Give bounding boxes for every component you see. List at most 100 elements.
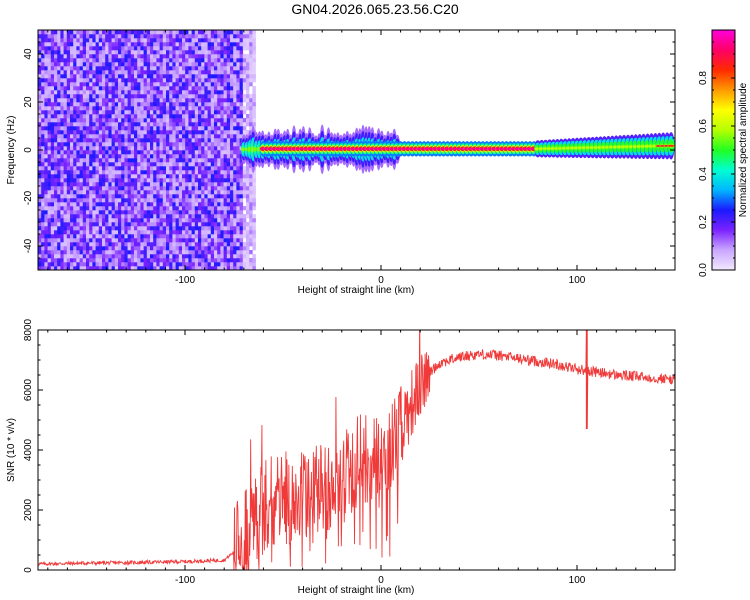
heatmap-cell — [50, 94, 55, 99]
heatmap-cell — [130, 122, 135, 127]
heatmap-cell — [175, 138, 180, 143]
heatmap-cell — [220, 114, 224, 119]
heatmap-cell — [223, 98, 228, 103]
heatmap-cell — [226, 230, 231, 235]
heatmap-cell — [118, 106, 122, 111]
heatmap-cell — [226, 218, 231, 223]
heatmap-cell — [194, 54, 199, 59]
heatmap-cell — [79, 214, 84, 219]
heatmap-cell — [194, 78, 199, 83]
heatmap-cell — [95, 118, 100, 123]
heatmap-cell — [169, 46, 173, 51]
heatmap-cell — [220, 262, 224, 267]
heatmap-cell — [140, 206, 144, 211]
heatmap-cell — [242, 118, 247, 123]
heatmap-cell — [236, 262, 240, 267]
heatmap-cell — [76, 30, 80, 35]
heatmap-cell — [89, 62, 93, 67]
heatmap-cell — [140, 110, 144, 115]
heatmap-cell — [54, 230, 58, 235]
heatmap-cell — [236, 246, 240, 251]
heatmap-cell — [230, 54, 234, 59]
heatmap-cell — [156, 126, 160, 131]
heatmap-cell — [50, 146, 55, 151]
heatmap-cell — [153, 142, 157, 147]
heatmap-cell — [249, 58, 253, 63]
heatmap-cell — [89, 98, 93, 103]
heatmap-cell — [102, 30, 106, 35]
heatmap-cell — [86, 254, 90, 259]
heatmap-cell — [175, 130, 180, 135]
heatmap-cell — [73, 106, 77, 111]
heatmap-cell — [66, 42, 71, 47]
heatmap-cell — [54, 222, 58, 227]
heatmap-cell — [114, 102, 119, 107]
heatmap-cell — [89, 190, 93, 195]
heatmap-cell — [204, 90, 208, 95]
heatmap-cell — [146, 150, 151, 155]
heatmap-cell — [246, 202, 250, 207]
heatmap-cell — [166, 178, 170, 183]
heatmap-cell — [111, 182, 116, 187]
heatmap-cell — [220, 106, 224, 111]
heatmap-cell — [105, 226, 109, 231]
heatmap-cell — [236, 126, 240, 131]
heatmap-cell — [82, 94, 87, 99]
heatmap-cell — [57, 30, 61, 35]
heatmap-cell — [214, 218, 218, 223]
heatmap-cell — [121, 38, 125, 43]
heatmap-cell — [98, 242, 103, 247]
heatmap-cell — [134, 42, 138, 47]
heatmap-cell — [137, 238, 141, 243]
heatmap-cell — [191, 226, 196, 231]
heatmap-cell — [76, 166, 80, 171]
heatmap-cell — [246, 62, 250, 67]
heatmap-cell — [130, 250, 135, 255]
heatmap-cell — [153, 66, 157, 71]
heatmap-cell — [204, 194, 208, 199]
heatmap-cell — [57, 90, 61, 95]
heatmap-cell — [66, 30, 71, 35]
heatmap-cell — [226, 82, 231, 87]
heatmap-cell — [201, 82, 205, 87]
heatmap-cell — [118, 38, 122, 43]
heatmap-cell — [60, 158, 64, 163]
heatmap-cell — [175, 230, 180, 235]
heatmap-cell — [121, 74, 125, 79]
heatmap-cell — [252, 182, 256, 187]
heatmap-cell — [172, 114, 176, 119]
heatmap-cell — [223, 154, 228, 159]
heatmap-cell — [124, 154, 128, 159]
heatmap-cell — [239, 206, 244, 211]
heatmap-cell — [38, 86, 42, 91]
heatmap-cell — [86, 218, 90, 223]
heatmap-cell — [249, 122, 253, 127]
heatmap-cell — [156, 98, 160, 103]
heatmap-cell — [57, 58, 61, 63]
heatmap-cell — [153, 130, 157, 135]
heatmap-cell — [214, 78, 218, 83]
heatmap-cell — [102, 42, 106, 47]
heatmap-cell — [194, 198, 199, 203]
heatmap-cell — [92, 62, 96, 67]
heatmap-cell — [86, 90, 90, 95]
heatmap-cell — [166, 126, 170, 131]
heatmap-cell — [127, 58, 132, 63]
heatmap-cell — [159, 198, 164, 203]
heatmap-cell — [95, 166, 100, 171]
heatmap-cell — [95, 214, 100, 219]
heatmap-cell — [239, 50, 244, 55]
heatmap-cell — [201, 262, 205, 267]
heatmap-cell — [182, 226, 186, 231]
heatmap-cell — [140, 246, 144, 251]
heatmap-cell — [121, 254, 125, 259]
heatmap-cell — [207, 226, 212, 231]
heatmap-cell — [246, 238, 250, 243]
heatmap-cell — [38, 78, 42, 83]
heatmap-cell — [41, 154, 45, 159]
heatmap-cell — [114, 122, 119, 127]
heatmap-cell — [201, 218, 205, 223]
heatmap-cell — [252, 86, 256, 91]
heatmap-cell — [92, 174, 96, 179]
heatmap-cell — [249, 70, 253, 75]
